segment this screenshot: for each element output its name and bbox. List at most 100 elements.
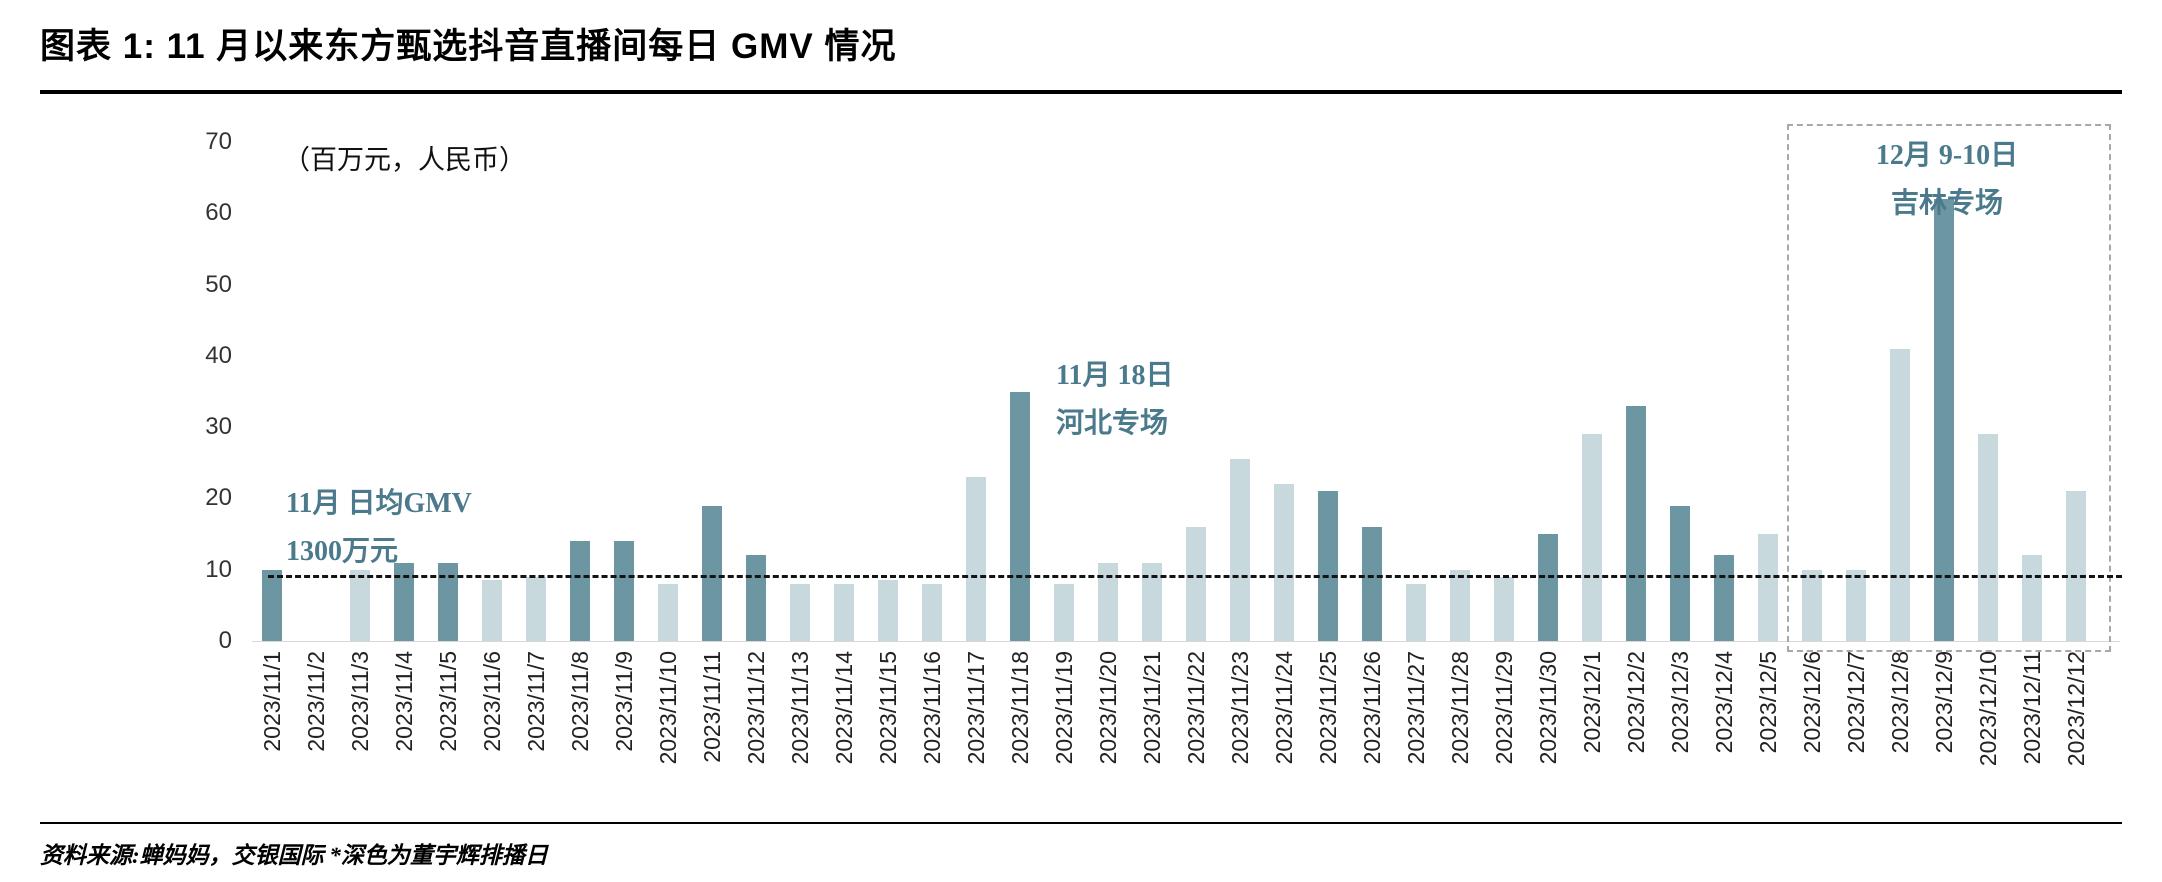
y-axis-tick: 60 — [205, 199, 232, 227]
bar-2023/11/4 — [394, 562, 414, 641]
bar-2023/11/22 — [1186, 526, 1206, 641]
x-axis-label: 2023/11/4 — [391, 651, 417, 752]
bar-2023/11/18 — [1010, 391, 1030, 641]
x-axis-label: 2023/12/9 — [1931, 651, 1957, 754]
bar-2023/11/27 — [1406, 583, 1426, 641]
source-note: 资料来源:蝉妈妈，交银国际 *深色为董宇辉排播日 — [40, 843, 548, 868]
x-axis-label: 2023/11/8 — [567, 651, 593, 752]
bar-2023/11/11 — [702, 505, 722, 641]
hebei-annotation-line2: 河北专场 — [1056, 407, 1169, 439]
x-axis-label: 2023/12/5 — [1755, 651, 1781, 754]
bar-2023/11/15 — [878, 580, 898, 641]
x-axis-label: 2023/11/3 — [347, 651, 373, 752]
average-annotation-line2: 1300万元 — [286, 535, 399, 567]
bar-2023/11/12 — [746, 555, 766, 641]
x-axis-label: 2023/12/11 — [2019, 651, 2045, 765]
bar-2023/11/1 — [262, 569, 282, 641]
x-axis-label: 2023/11/1 — [259, 651, 285, 752]
bar-2023/12/5 — [1758, 534, 1778, 641]
x-axis-label: 2023/11/2 — [303, 651, 329, 752]
x-axis-label: 2023/11/20 — [1095, 651, 1121, 765]
x-axis-label: 2023/12/3 — [1667, 651, 1693, 754]
y-axis-tick: 40 — [205, 341, 232, 369]
x-axis-label: 2023/12/4 — [1711, 651, 1737, 754]
x-axis-label: 2023/11/10 — [655, 651, 681, 765]
bar-2023/12/10 — [1978, 434, 1998, 641]
bar-2023/11/10 — [658, 583, 678, 641]
x-axis-label: 2023/12/7 — [1843, 651, 1869, 754]
bar-2023/11/26 — [1362, 526, 1382, 641]
highlight-box — [1787, 124, 2111, 652]
bar-2023/12/2 — [1626, 405, 1646, 641]
x-axis-label: 2023/11/24 — [1271, 651, 1297, 765]
bar-2023/11/28 — [1450, 569, 1470, 641]
x-axis-label: 2023/11/26 — [1359, 651, 1385, 765]
hebei-annotation: 11月 18日 河北专场 — [1056, 352, 1173, 447]
title-divider — [40, 90, 2122, 94]
bar-2023/11/29 — [1494, 576, 1514, 641]
y-axis-tick: 20 — [205, 484, 232, 512]
x-axis-label: 2023/12/12 — [2063, 651, 2089, 767]
y-axis-tick: 0 — [218, 627, 232, 654]
chart-title: 图表 1: 11 月以来东方甄选抖音直播间每日 GMV 情况 — [40, 27, 897, 66]
bar-2023/11/9 — [614, 541, 634, 641]
average-dashed-line — [268, 574, 2122, 578]
x-axis-label: 2023/11/25 — [1315, 651, 1341, 765]
bar-2023/12/9 — [1934, 199, 1954, 641]
bar-2023/11/3 — [350, 569, 370, 641]
bar-2023/12/4 — [1714, 555, 1734, 641]
bar-2023/11/30 — [1538, 534, 1558, 641]
x-axis-label: 2023/11/9 — [611, 651, 637, 752]
bar-2023/11/19 — [1054, 583, 1074, 641]
x-axis-baseline — [252, 641, 2120, 642]
bar-2023/11/5 — [438, 562, 458, 641]
bar-2023/11/16 — [922, 583, 942, 641]
jilin-annotation-line1: 12月 9-10日 — [1875, 140, 2019, 171]
bar-2023/11/14 — [834, 583, 854, 641]
bar-2023/12/1 — [1582, 434, 1602, 641]
y-axis-tick: 50 — [205, 270, 232, 298]
bar-2023/12/12 — [2066, 491, 2086, 641]
x-axis-label: 2023/11/17 — [963, 651, 989, 765]
x-axis-label: 2023/12/1 — [1579, 651, 1605, 754]
x-axis-label: 2023/11/5 — [435, 651, 461, 752]
bar-2023/11/13 — [790, 583, 810, 641]
y-axis-tick: 70 — [205, 128, 232, 156]
bar-2023/12/3 — [1670, 505, 1690, 641]
bar-2023/12/8 — [1890, 348, 1910, 641]
x-axis-label: 2023/11/22 — [1183, 651, 1209, 765]
x-axis-label: 2023/11/27 — [1403, 651, 1429, 765]
footer-divider — [40, 822, 2122, 824]
x-axis-label: 2023/11/6 — [479, 651, 505, 752]
bar-2023/12/6 — [1802, 569, 1822, 641]
x-axis-label: 2023/11/18 — [1007, 651, 1033, 765]
x-axis-label: 2023/12/6 — [1799, 651, 1825, 754]
unit-label: （百万元，人民币） — [283, 145, 526, 175]
x-axis-label: 2023/11/29 — [1491, 651, 1517, 765]
x-axis-label: 2023/11/30 — [1535, 651, 1561, 765]
bar-2023/11/6 — [482, 580, 502, 641]
bar-2023/11/20 — [1098, 562, 1118, 641]
average-annotation: 11月 日均GMV 1300万元 — [286, 480, 472, 575]
x-axis-label: 2023/11/11 — [699, 651, 725, 763]
y-axis-tick: 10 — [205, 555, 232, 583]
bar-2023/11/7 — [526, 576, 546, 641]
x-axis-label: 2023/11/14 — [831, 651, 857, 765]
hebei-annotation-line1: 11月 18日 — [1056, 360, 1174, 391]
x-axis-label: 2023/11/7 — [523, 651, 549, 752]
x-axis-label: 2023/11/23 — [1227, 651, 1253, 765]
bar-2023/11/23 — [1230, 459, 1250, 641]
bar-2023/11/21 — [1142, 562, 1162, 641]
bar-2023/11/25 — [1318, 491, 1338, 641]
x-axis-label: 2023/11/19 — [1051, 651, 1077, 765]
bar-2023/11/8 — [570, 541, 590, 641]
x-axis-label: 2023/12/10 — [1975, 651, 2001, 767]
bar-2023/11/24 — [1274, 484, 1294, 641]
x-axis-label: 2023/11/15 — [875, 651, 901, 765]
x-axis-label: 2023/11/13 — [787, 651, 813, 765]
jilin-annotation: 12月 9-10日 吉林专场 — [1787, 132, 2107, 227]
x-axis-label: 2023/12/2 — [1623, 651, 1649, 754]
average-annotation-line1: 11月 日均GMV — [286, 488, 472, 519]
x-axis-label: 2023/11/28 — [1447, 651, 1473, 765]
